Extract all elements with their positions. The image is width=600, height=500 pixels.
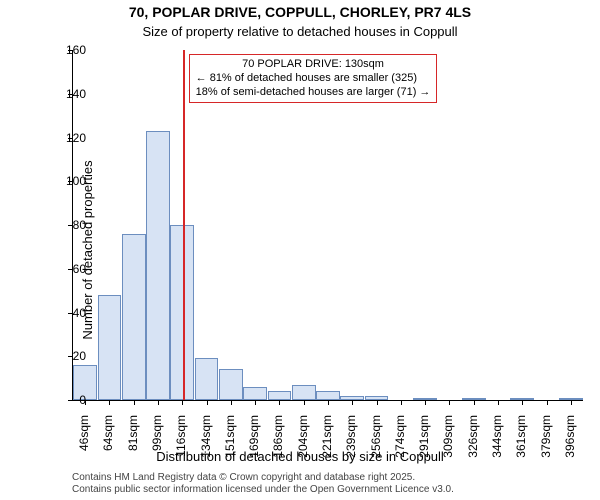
histogram-bar (219, 369, 243, 400)
x-tick-label: 204sqm (296, 415, 310, 465)
y-tick-label: 20 (46, 349, 86, 363)
x-tick-label: 274sqm (393, 415, 407, 465)
chart-subtitle: Size of property relative to detached ho… (0, 24, 600, 39)
x-tick-label: 361sqm (514, 415, 528, 465)
x-tick-mark (401, 400, 402, 405)
x-tick-mark (449, 400, 450, 405)
x-tick-label: 221sqm (320, 415, 334, 465)
x-tick-label: 396sqm (563, 415, 577, 465)
y-tick-label: 120 (46, 131, 86, 145)
y-tick-label: 0 (46, 393, 86, 407)
y-tick-label: 80 (46, 218, 86, 232)
x-tick-label: 116sqm (174, 415, 188, 465)
x-tick-label: 99sqm (150, 415, 164, 465)
x-tick-mark (547, 400, 548, 405)
x-tick-mark (571, 400, 572, 405)
x-tick-mark (498, 400, 499, 405)
x-tick-label: 134sqm (199, 415, 213, 465)
x-tick-mark (522, 400, 523, 405)
y-tick-label: 60 (46, 262, 86, 276)
x-tick-mark (352, 400, 353, 405)
x-tick-label: 151sqm (223, 415, 237, 465)
attribution-text: Contains HM Land Registry data © Crown c… (72, 472, 454, 496)
annotation-line-2: ← 81% of detached houses are smaller (32… (196, 72, 431, 86)
x-tick-label: 169sqm (247, 415, 261, 465)
x-tick-label: 64sqm (101, 415, 115, 465)
histogram-bar (146, 131, 170, 400)
chart-title: 70, POPLAR DRIVE, COPPULL, CHORLEY, PR7 … (0, 4, 600, 20)
x-tick-mark (231, 400, 232, 405)
x-tick-label: 326sqm (466, 415, 480, 465)
x-tick-mark (474, 400, 475, 405)
histogram-bar (316, 391, 340, 400)
histogram-bar (292, 385, 316, 400)
x-tick-label: 239sqm (344, 415, 358, 465)
x-tick-mark (304, 400, 305, 405)
annotation-box: 70 POPLAR DRIVE: 130sqm← 81% of detached… (189, 54, 438, 103)
annotation-line-1: 70 POPLAR DRIVE: 130sqm (196, 58, 431, 72)
y-tick-label: 40 (46, 306, 86, 320)
histogram-bar (195, 358, 219, 400)
attribution-line-2: Contains public sector information licen… (72, 484, 454, 496)
histogram-bar (268, 391, 292, 400)
x-tick-label: 291sqm (417, 415, 431, 465)
x-tick-label: 309sqm (441, 415, 455, 465)
histogram-bar (122, 234, 146, 400)
x-tick-mark (207, 400, 208, 405)
y-tick-label: 100 (46, 174, 86, 188)
x-tick-mark (377, 400, 378, 405)
y-tick-label: 160 (46, 43, 86, 57)
histogram-bar (98, 295, 122, 400)
x-tick-label: 46sqm (77, 415, 91, 465)
x-tick-mark (158, 400, 159, 405)
x-tick-mark (182, 400, 183, 405)
attribution-line-1: Contains HM Land Registry data © Crown c… (72, 472, 454, 484)
x-tick-mark (279, 400, 280, 405)
x-tick-label: 186sqm (271, 415, 285, 465)
x-tick-mark (255, 400, 256, 405)
x-tick-mark (328, 400, 329, 405)
x-tick-mark (425, 400, 426, 405)
x-tick-mark (134, 400, 135, 405)
property-marker-line (183, 50, 185, 400)
x-tick-label: 344sqm (490, 415, 504, 465)
annotation-line-3: 18% of semi-detached houses are larger (… (196, 86, 431, 100)
x-tick-mark (109, 400, 110, 405)
x-tick-label: 379sqm (539, 415, 553, 465)
y-tick-label: 140 (46, 87, 86, 101)
x-tick-label: 256sqm (369, 415, 383, 465)
histogram-bar (243, 387, 267, 400)
x-tick-label: 81sqm (126, 415, 140, 465)
plot-area: 70 POPLAR DRIVE: 130sqm← 81% of detached… (72, 50, 583, 401)
